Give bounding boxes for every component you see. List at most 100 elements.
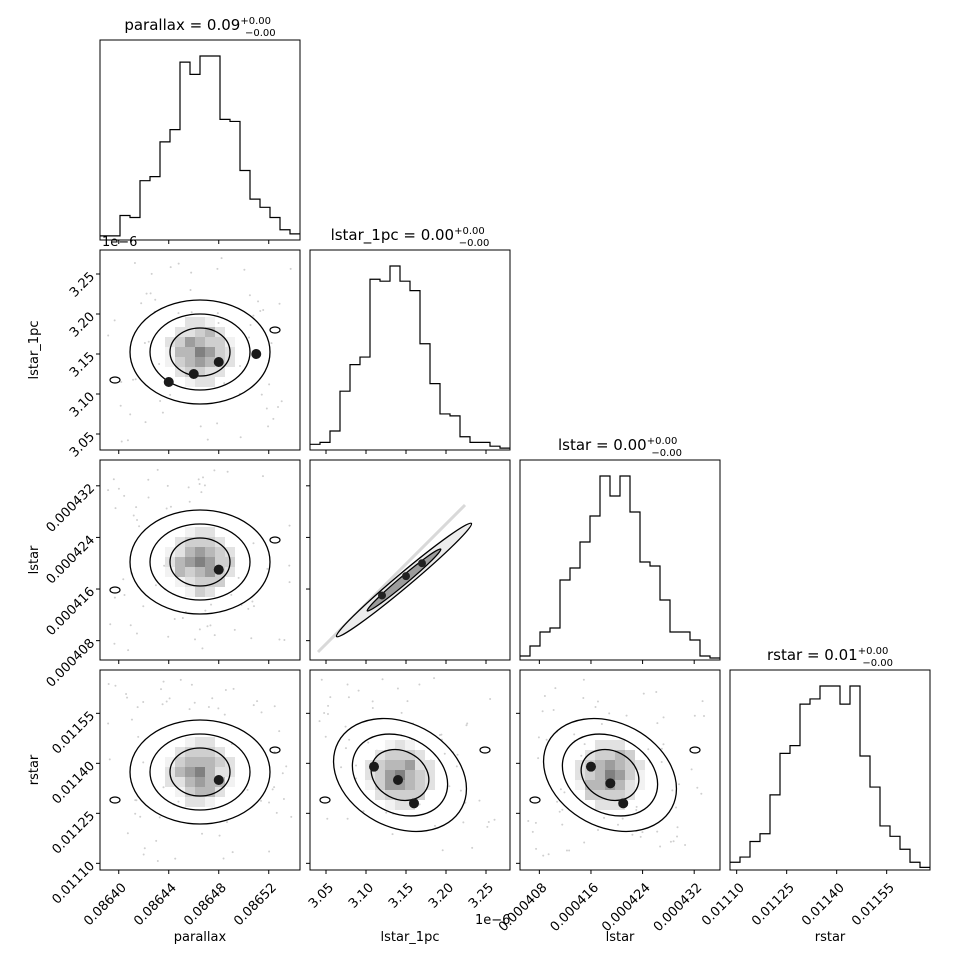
scatter-point	[671, 789, 674, 792]
scatter-point	[200, 491, 203, 494]
density-peak	[188, 369, 199, 379]
scatter-point	[324, 735, 327, 738]
scatter-point	[600, 723, 603, 726]
density-cell	[195, 547, 205, 557]
scatter-point	[113, 596, 116, 599]
scatter-point	[676, 835, 679, 838]
density-cell	[205, 757, 215, 767]
scatter-point	[125, 692, 128, 695]
y-tick-label: 3.05	[67, 429, 98, 460]
density-cell	[595, 790, 605, 800]
scatter-point	[329, 696, 332, 699]
scatter-point	[455, 765, 458, 768]
y-axis-label-rstar: rstar	[27, 754, 42, 785]
density-cell	[185, 537, 195, 547]
density-cell	[195, 347, 205, 357]
scatter-point	[251, 600, 254, 603]
scatter-point	[126, 439, 129, 442]
scatter-point	[127, 649, 130, 652]
scatter-point	[641, 831, 644, 834]
scatter-point	[129, 624, 132, 627]
scatter-point	[537, 736, 540, 739]
density-cell	[185, 777, 195, 787]
scatter-point	[213, 634, 216, 637]
scatter-point	[272, 417, 275, 420]
density-cell	[185, 797, 195, 807]
scatter-point	[265, 407, 268, 410]
scatter-point	[465, 724, 468, 727]
y-tick-label: 0.000416	[44, 584, 98, 638]
contour-inner	[169, 327, 231, 377]
density-cell	[405, 750, 415, 760]
density-peak	[585, 761, 596, 772]
scatter-point	[207, 706, 210, 709]
density-cell	[215, 327, 225, 337]
density-cell	[185, 747, 195, 757]
density-cell	[185, 567, 195, 577]
scatter-point	[340, 766, 343, 769]
scatter-point	[270, 342, 273, 345]
scatter-point	[216, 267, 219, 270]
scatter-point	[271, 788, 274, 791]
density-cell	[215, 757, 225, 767]
scatter-point	[136, 706, 139, 709]
contour-island	[319, 796, 331, 804]
scatter-point	[318, 720, 321, 723]
scatter-point	[541, 710, 544, 713]
scatter-point	[198, 628, 201, 631]
density-cell	[195, 367, 205, 377]
scatter-point	[635, 809, 638, 812]
density-cell	[185, 787, 195, 797]
density-cell	[175, 327, 185, 337]
density-cell	[215, 537, 225, 547]
scatter-point	[326, 817, 329, 820]
density-cell	[595, 780, 605, 790]
scatter-point	[239, 436, 242, 439]
density-peak	[418, 559, 426, 568]
scatter-point	[209, 624, 212, 627]
density-cell	[415, 770, 425, 780]
contour-middle	[149, 313, 251, 391]
density-cell	[175, 777, 185, 787]
scatter-point	[252, 542, 255, 545]
density-cell	[195, 787, 205, 797]
scatter-point	[199, 425, 202, 428]
scatter-point	[565, 849, 568, 852]
density-cell	[595, 760, 605, 770]
scatter-point	[547, 853, 550, 856]
density-cell	[585, 750, 595, 760]
scatter-point	[597, 829, 600, 832]
density-cell	[365, 780, 375, 790]
scatter-point	[362, 810, 365, 813]
panel-lstar_1pc-lstar	[316, 503, 473, 654]
scatter-point	[700, 792, 703, 795]
density-cell	[635, 770, 645, 780]
scatter-point	[259, 310, 262, 313]
scatter-point	[145, 292, 148, 295]
density-cell	[385, 790, 395, 800]
scatter-point	[582, 678, 585, 681]
density-cell	[395, 750, 405, 760]
scatter-point	[197, 478, 200, 481]
scatter-point	[642, 692, 645, 695]
histogram-rstar	[730, 685, 930, 869]
density-cell	[215, 577, 225, 587]
density-cell	[175, 567, 185, 577]
scatter-point	[273, 786, 276, 789]
density-cell	[605, 760, 615, 770]
scatter-point	[262, 309, 265, 312]
density-cell	[615, 740, 625, 750]
scatter-point	[159, 399, 162, 402]
scatter-point	[154, 298, 157, 301]
title-main: rstar = 0.01	[767, 646, 858, 664]
scatter-point	[273, 705, 276, 708]
contour-island	[109, 796, 121, 804]
scatter-point	[583, 743, 586, 746]
density-cell	[625, 760, 635, 770]
scatter-point	[282, 798, 285, 801]
scatter-point	[144, 421, 147, 424]
scatter-point	[288, 581, 291, 584]
scatter-point	[438, 733, 441, 736]
scatter-point	[108, 758, 111, 761]
scatter-point	[684, 843, 687, 846]
